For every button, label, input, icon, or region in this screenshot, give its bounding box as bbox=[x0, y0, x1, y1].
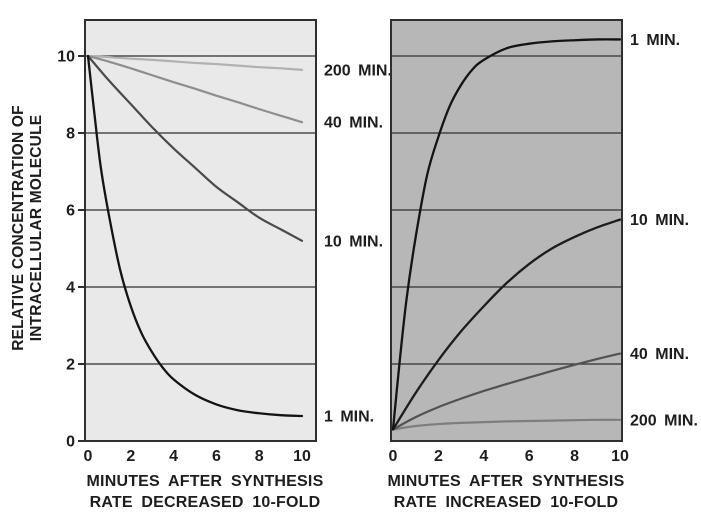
curve-label-1-min: 1 MIN. bbox=[630, 32, 680, 49]
curve-40-min bbox=[86, 54, 304, 124]
chart-panels: 0 2 4 6 8 10 0 2 4 6 8 10 200 MIN. 40 MIN. 10 MIN. 1 MI… bbox=[57, 19, 698, 465]
curve-label-10-min: 10 MIN. bbox=[630, 212, 689, 229]
curve-1-min bbox=[391, 38, 622, 431]
curve-200-min bbox=[391, 418, 622, 431]
curve-1-min bbox=[86, 54, 304, 418]
x-tick-label-8: 8 bbox=[570, 448, 579, 465]
x-axis-title-right-line1: MINUTES AFTER SYNTHESIS bbox=[388, 473, 625, 490]
y-axis-title-line1: RELATIVE CONCENTRATION OF bbox=[10, 105, 27, 351]
curve-label-40-min: 40 MIN. bbox=[324, 115, 383, 132]
x-axis-title-left-line1: MINUTES AFTER SYNTHESIS bbox=[87, 473, 324, 490]
curve-label-10-min: 10 MIN. bbox=[324, 233, 383, 250]
y-axis-title-line2: INTRACELLULAR MOLECULE bbox=[28, 115, 45, 342]
y-tick-label-8: 8 bbox=[66, 126, 75, 143]
y-tick-label-0: 0 bbox=[66, 434, 75, 451]
x-tick-label-6: 6 bbox=[525, 448, 534, 465]
x-tick-label-8: 8 bbox=[255, 448, 264, 465]
curve-10-min bbox=[391, 218, 622, 431]
curve-label-40-min: 40 MIN. bbox=[630, 346, 689, 363]
y-tick-label-10: 10 bbox=[57, 49, 75, 66]
x-tick-label-4: 4 bbox=[479, 448, 488, 465]
x-tick-label-10: 10 bbox=[611, 448, 629, 465]
curve-label-200-min: 200 MIN. bbox=[630, 412, 698, 429]
x-tick-label-4: 4 bbox=[169, 448, 178, 465]
x-tick-label-10: 10 bbox=[293, 448, 311, 465]
x-axis-title-left-line2: RATE DECREASED 10-FOLD bbox=[90, 494, 321, 511]
x-axis-title-right-line2: RATE INCREASED 10-FOLD bbox=[394, 494, 619, 511]
panel-frame-synthesis-rate-decreased bbox=[84, 19, 317, 442]
y-tick-label-6: 6 bbox=[66, 203, 75, 220]
x-tick-label-0: 0 bbox=[389, 448, 398, 465]
x-tick-label-0: 0 bbox=[84, 448, 93, 465]
y-tick-label-4: 4 bbox=[66, 280, 75, 297]
curve-40-min bbox=[391, 352, 622, 431]
panel-frame-synthesis-rate-increased bbox=[390, 19, 623, 442]
y-tick-label-2: 2 bbox=[66, 357, 75, 374]
curve-label-200-min: 200 MIN. bbox=[324, 62, 392, 79]
curve-label-1-min: 1 MIN. bbox=[324, 408, 374, 425]
x-tick-label-2: 2 bbox=[126, 448, 135, 465]
x-tick-label-2: 2 bbox=[434, 448, 443, 465]
curve-10-min bbox=[86, 54, 304, 242]
curve-200-min bbox=[86, 54, 304, 71]
x-tick-label-6: 6 bbox=[212, 448, 221, 465]
